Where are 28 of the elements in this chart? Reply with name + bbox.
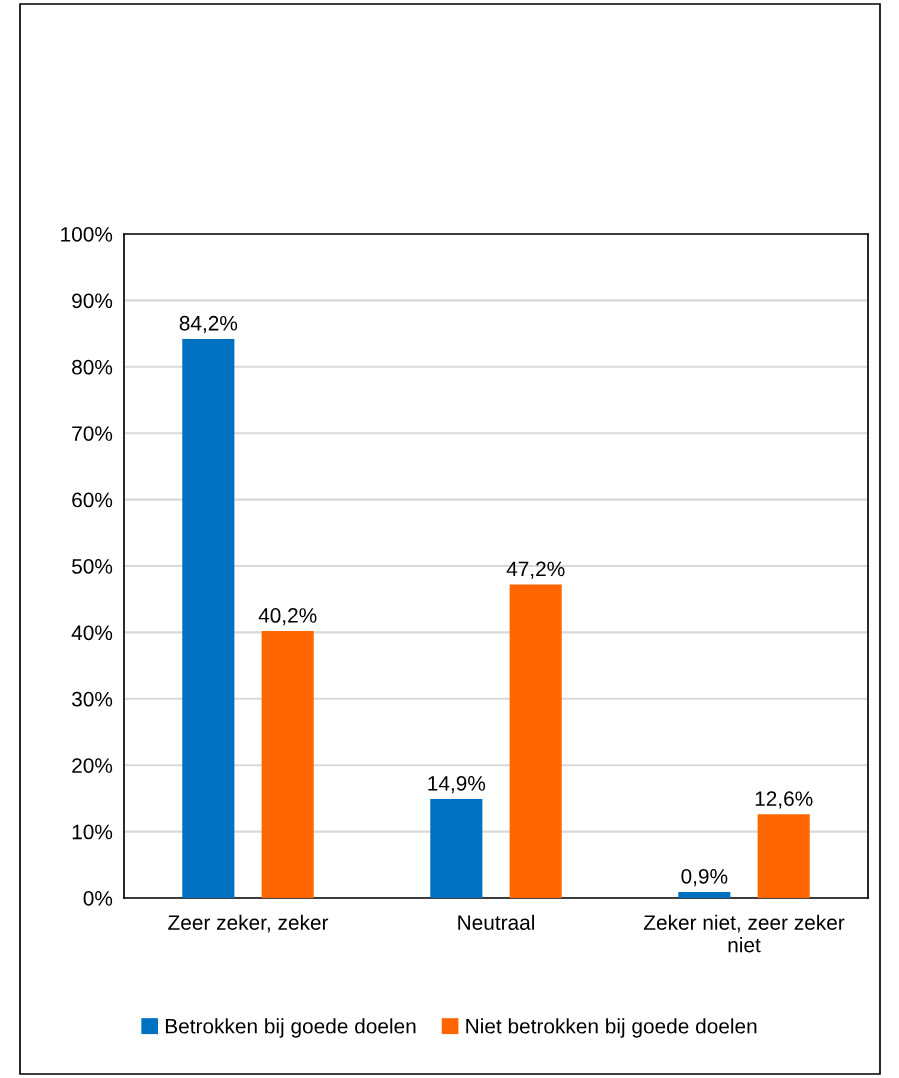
data-label: 0,9%: [681, 868, 728, 887]
bar: [509, 584, 562, 898]
data-label: 40,2%: [258, 608, 317, 626]
y-tick-label: 50%: [72, 559, 113, 574]
y-tick-label: 40%: [71, 625, 113, 641]
bar: [430, 799, 483, 898]
x-tick-label: Zeker niet, zeer zeker niet: [643, 914, 845, 953]
y-tick-label: 100%: [61, 227, 113, 242]
legend-label: Betrokken bij goede doelen: [165, 1018, 416, 1038]
data-label: 12,6%: [755, 791, 813, 809]
y-tick-label: 70%: [72, 426, 113, 441]
bar: [678, 892, 731, 898]
y-tick-label: 0%: [83, 891, 113, 906]
bar: [261, 631, 314, 898]
bar: [182, 338, 235, 898]
y-tick-label: 60%: [72, 492, 113, 508]
y-tick-label: 90%: [72, 293, 113, 309]
y-tick-label: 10%: [72, 824, 113, 840]
data-label: 14,9%: [428, 776, 486, 794]
x-tick-label: Neutraal: [458, 914, 534, 930]
y-tick-label: 80%: [72, 359, 113, 375]
data-label: 47,2%: [506, 561, 565, 579]
y-tick-label: 30%: [71, 691, 113, 707]
bar: [757, 814, 810, 898]
y-tick-label: 20%: [72, 758, 113, 773]
x-tick-label: Zeer zeker, zeker: [168, 914, 329, 933]
data-label: 84,2%: [179, 315, 238, 334]
legend-label: Niet betrokken bij goede doelen: [466, 1018, 757, 1038]
